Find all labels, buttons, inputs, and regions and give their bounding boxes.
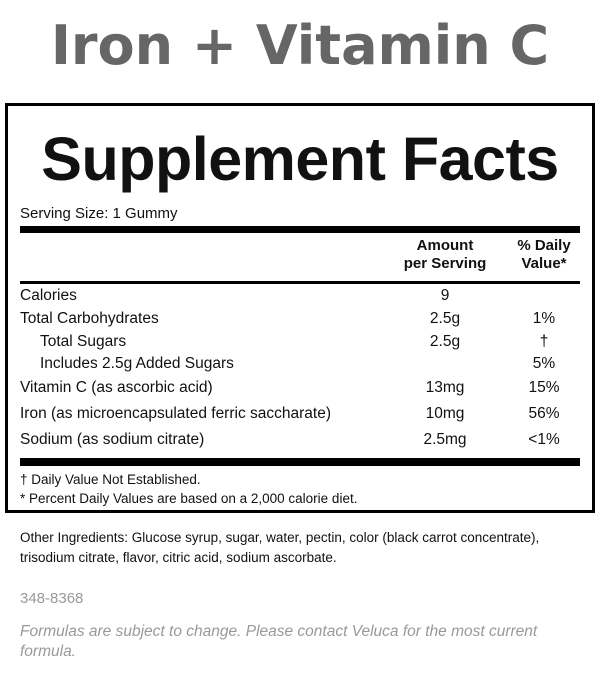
header-divider bbox=[20, 281, 580, 284]
nutrient-name: Vitamin C (as ascorbic acid) bbox=[20, 379, 213, 396]
header-line: Value* bbox=[521, 255, 567, 272]
nutrient-daily-value: 1% bbox=[532, 310, 556, 327]
footnote-dagger: † Daily Value Not Established. bbox=[20, 472, 201, 487]
nutrient-daily-value: 56% bbox=[528, 405, 560, 422]
thick-divider bbox=[20, 458, 580, 466]
amount-column-header: Amount per Serving bbox=[390, 237, 500, 273]
nutrient-name: Total Sugars bbox=[40, 333, 127, 350]
nutrient-amount: 2.5mg bbox=[423, 431, 467, 448]
thick-divider bbox=[20, 226, 580, 233]
dv-column-header: % Daily Value* bbox=[504, 237, 584, 273]
nutrient-row: Includes 2.5g Added Sugars 5% bbox=[20, 355, 580, 375]
header-line: per Serving bbox=[403, 255, 487, 272]
nutrient-amount: 2.5g bbox=[429, 333, 461, 350]
nutrient-daily-value: <1% bbox=[528, 431, 560, 448]
nutrient-daily-value: † bbox=[539, 333, 549, 350]
supplement-facts-panel: Supplement Facts Serving Size: 1 Gummy A… bbox=[5, 103, 595, 513]
nutrient-row: Iron (as microencapsulated ferric saccha… bbox=[20, 405, 580, 425]
nutrient-daily-value: 5% bbox=[532, 355, 556, 372]
header-line: % Daily bbox=[517, 237, 571, 254]
panel-heading: Supplement Facts bbox=[41, 125, 559, 193]
nutrient-amount: 2.5g bbox=[429, 310, 461, 327]
nutrient-row: Vitamin C (as ascorbic acid) 13mg 15% bbox=[20, 379, 580, 399]
nutrient-row: Total Carbohydrates 2.5g 1% bbox=[20, 310, 580, 330]
nutrient-row: Total Sugars 2.5g † bbox=[20, 333, 580, 353]
nutrient-name: Includes 2.5g Added Sugars bbox=[40, 355, 234, 372]
nutrient-amount: 13mg bbox=[425, 379, 465, 396]
nutrient-name: Iron (as microencapsulated ferric saccha… bbox=[20, 405, 331, 422]
nutrient-amount: 9 bbox=[440, 287, 450, 304]
product-code: 348-8368 bbox=[20, 590, 84, 607]
header-line: Amount bbox=[416, 237, 474, 254]
nutrient-name: Calories bbox=[20, 287, 77, 304]
other-ingredients: Other Ingredients: Glucose syrup, sugar,… bbox=[20, 530, 540, 565]
nutrient-row: Calories 9 bbox=[20, 287, 580, 307]
nutrient-amount: 10mg bbox=[425, 405, 465, 422]
product-title: Iron + Vitamin C bbox=[50, 14, 550, 77]
footnote-percent: * Percent Daily Values are based on a 2,… bbox=[20, 491, 358, 506]
nutrient-daily-value: 15% bbox=[528, 379, 560, 396]
nutrient-name: Sodium (as sodium citrate) bbox=[20, 431, 205, 448]
nutrient-name: Total Carbohydrates bbox=[20, 310, 159, 327]
nutrient-row: Sodium (as sodium citrate) 2.5mg <1% bbox=[20, 431, 580, 451]
serving-size: Serving Size: 1 Gummy bbox=[20, 205, 178, 222]
disclaimer: Formulas are subject to change. Please c… bbox=[20, 623, 538, 660]
